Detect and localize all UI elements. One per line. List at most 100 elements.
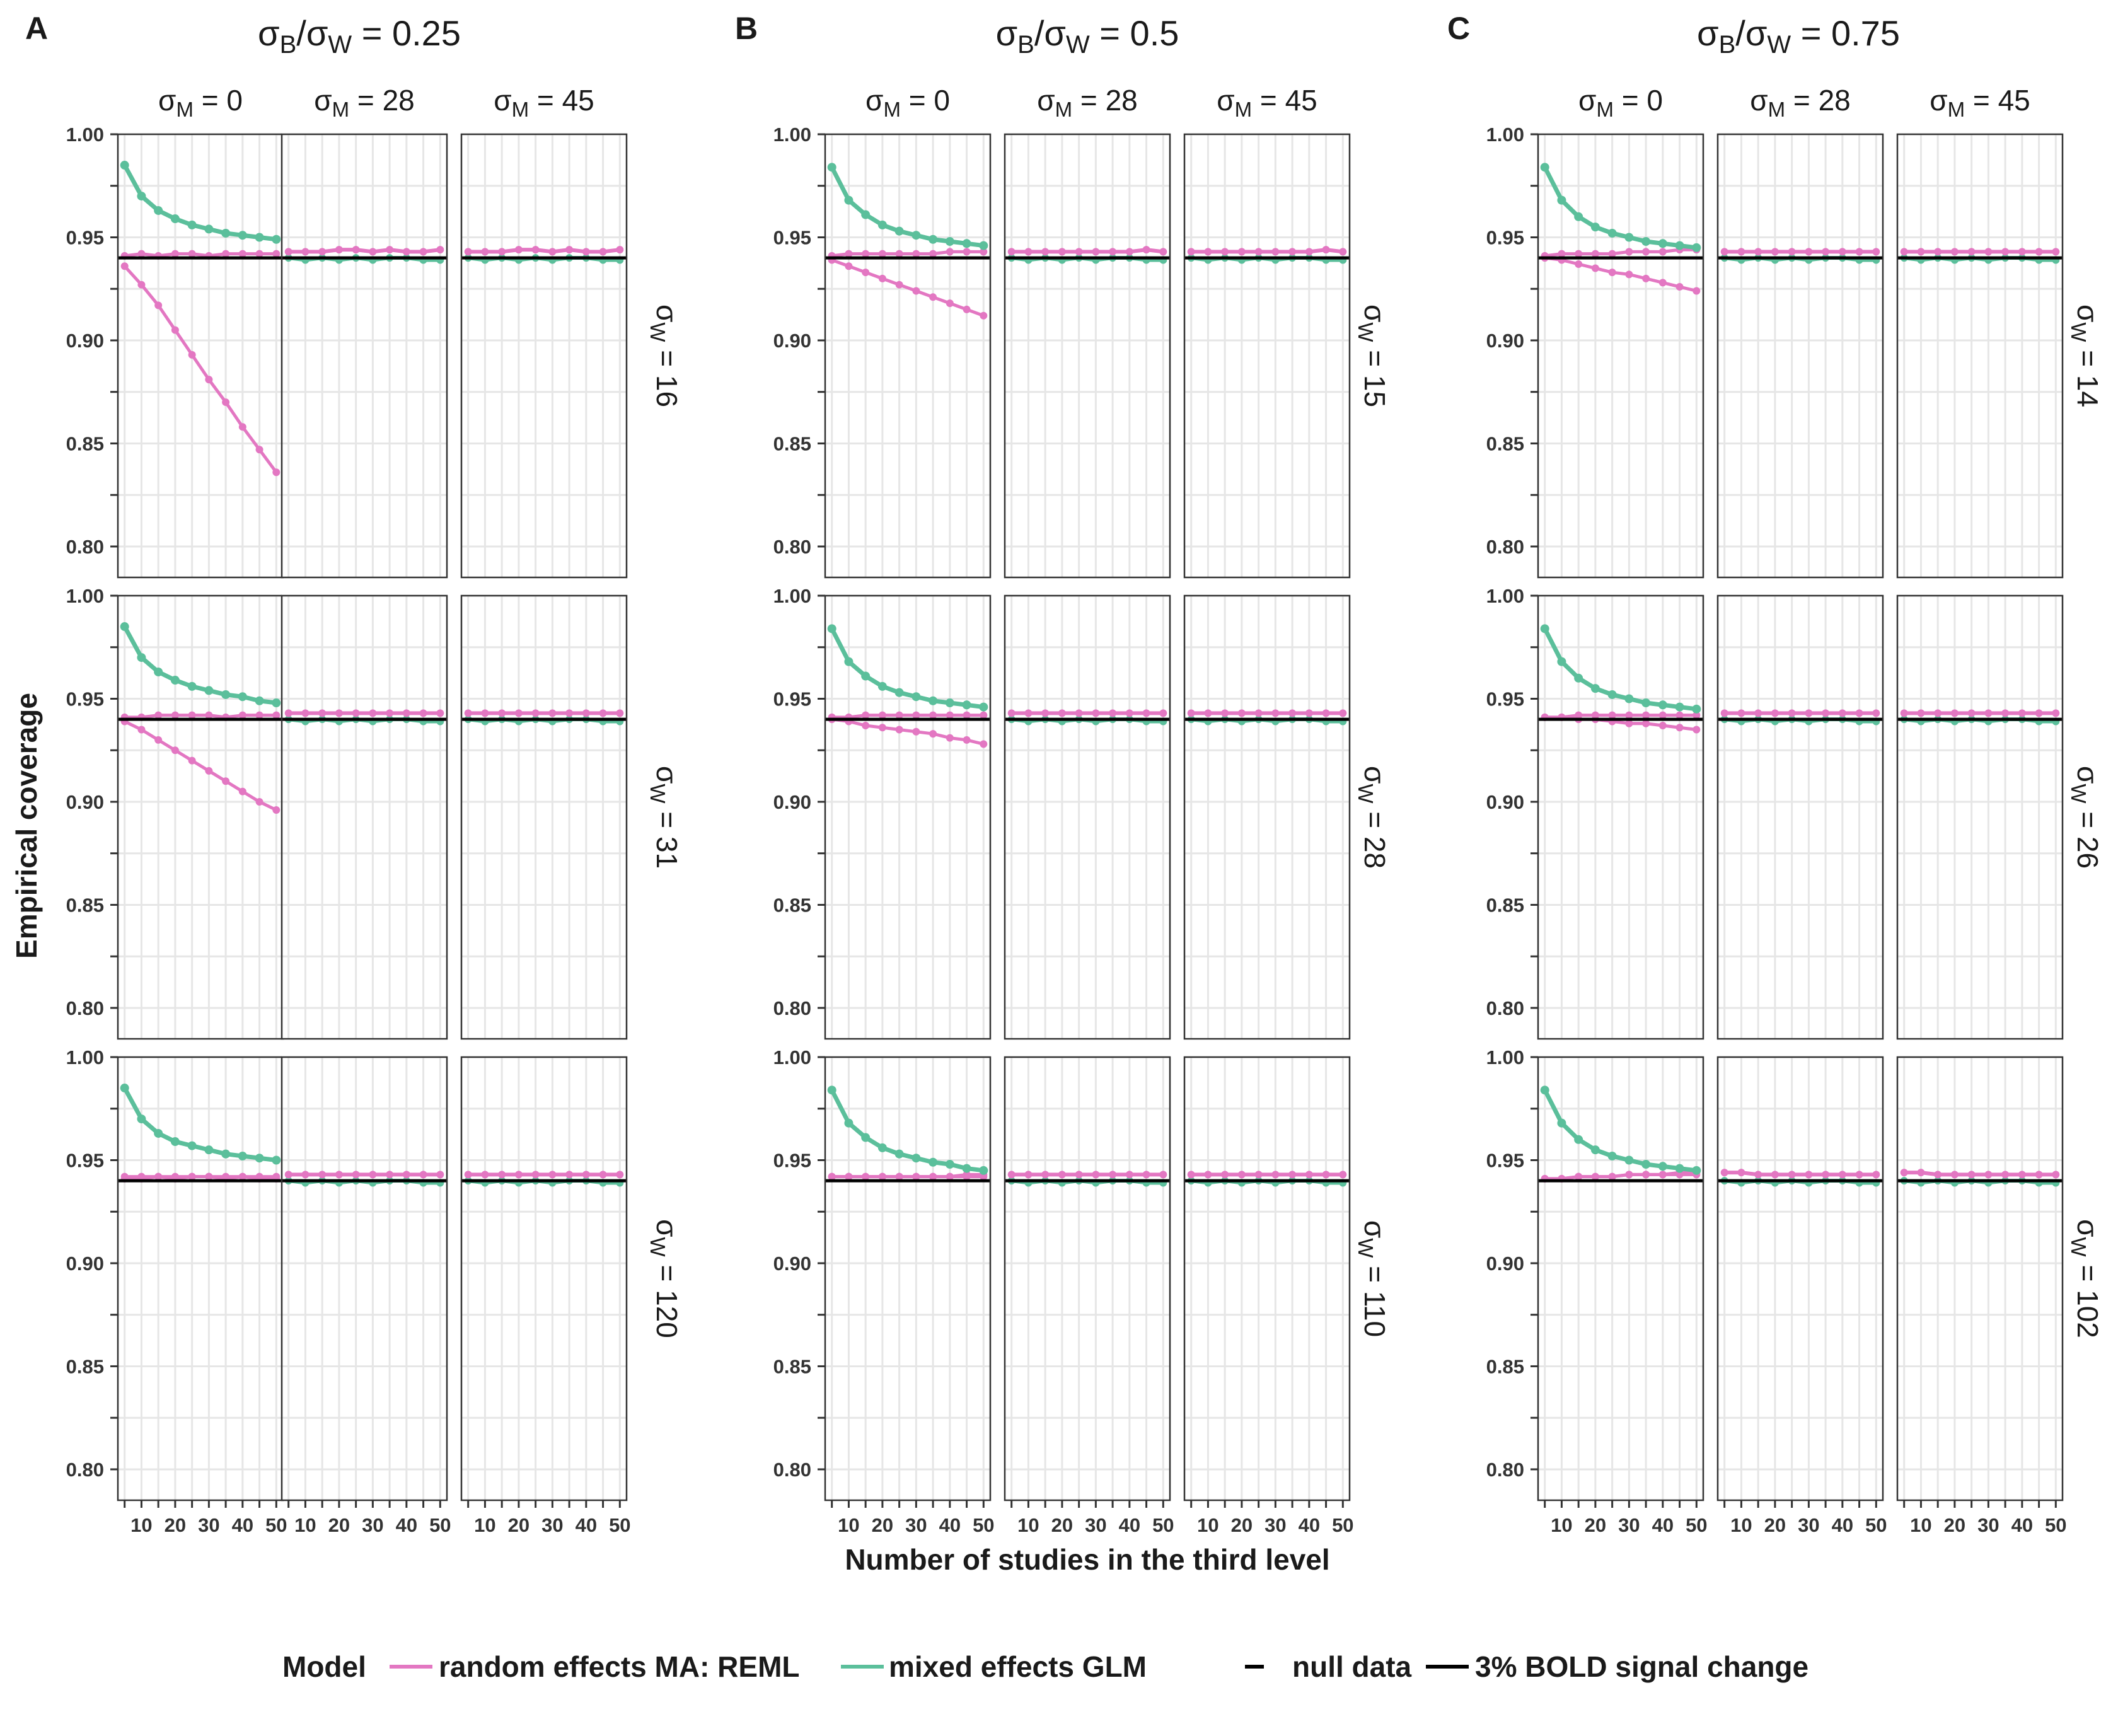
y-tick-label: 0.90 xyxy=(1486,330,1524,352)
reml-null-series-point xyxy=(1642,711,1650,719)
reml-series-point xyxy=(1288,709,1297,717)
glm-series-point xyxy=(945,698,954,708)
reml-series-point xyxy=(335,1171,343,1179)
reml-null-series-point xyxy=(171,250,179,258)
reml-series-point xyxy=(582,709,590,717)
reml-series-point xyxy=(1967,248,1976,256)
panel-background xyxy=(1005,134,1170,577)
reml-bold-series-point xyxy=(1608,269,1616,277)
reml-bold-series-point xyxy=(171,1172,179,1181)
reml-series-point xyxy=(1271,1171,1280,1179)
facet-panel xyxy=(1896,133,2064,579)
reml-series-point xyxy=(2035,1171,2043,1179)
reml-series-point xyxy=(1984,248,1993,256)
glm-series-point xyxy=(154,667,163,676)
reml-bold-series-point xyxy=(255,797,263,806)
reml-bold-series-point xyxy=(912,727,920,736)
row-strip-label: σW = 28 xyxy=(1354,766,1391,869)
glm-series-point xyxy=(1540,1085,1549,1095)
x-tick-label: 40 xyxy=(576,1514,597,1536)
glm-series-point xyxy=(1641,1160,1651,1169)
row-strip-label: σW = 14 xyxy=(2067,304,2104,407)
reml-null-series-point xyxy=(1693,711,1701,719)
reml-null-series-point xyxy=(272,711,281,719)
reml-bold-series-point xyxy=(238,423,246,431)
reml-series-point xyxy=(419,1171,427,1179)
panel-background xyxy=(1897,596,2063,1039)
reml-series-point xyxy=(1092,709,1100,717)
reml-series-point xyxy=(386,709,394,717)
reml-series-point xyxy=(352,246,360,254)
reml-series-point xyxy=(1872,248,1880,256)
reml-series-point xyxy=(599,1171,607,1179)
reml-bold-series-point xyxy=(154,1172,163,1181)
glm-series-point xyxy=(137,1114,146,1124)
reml-bold-series-point xyxy=(1693,726,1701,734)
reml-series-point xyxy=(1917,1169,1925,1177)
facet-panel xyxy=(1183,594,1351,1040)
y-tick-label: 0.95 xyxy=(1486,226,1524,248)
glm-series-point xyxy=(1540,163,1549,172)
reml-series-point xyxy=(402,1171,410,1179)
reml-null-series-point xyxy=(205,711,213,719)
reml-series-point xyxy=(548,248,557,256)
panel-letter: C xyxy=(1447,11,1470,46)
glm-series-point xyxy=(945,237,954,246)
glm-series-point xyxy=(877,1143,887,1152)
y-tick-label: 0.90 xyxy=(773,330,811,352)
y-tick-label: 0.95 xyxy=(1486,688,1524,710)
reml-series-point xyxy=(1024,248,1033,256)
panel-frame xyxy=(460,133,628,579)
column-strip-label: σM = 28 xyxy=(314,84,414,121)
x-tick-label: 30 xyxy=(1977,1514,1999,1536)
reml-series-point xyxy=(1187,1171,1195,1179)
reml-null-series-point xyxy=(1608,250,1616,258)
glm-series-point xyxy=(1692,1166,1701,1175)
facet-panel xyxy=(460,133,628,579)
reml-series-point xyxy=(1092,1171,1100,1179)
reml-null-series-line xyxy=(1543,248,1698,258)
y-tick-label: 0.80 xyxy=(1486,1459,1524,1481)
reml-bold-series-point xyxy=(1642,274,1650,282)
x-tick-label: 50 xyxy=(1686,1514,1707,1536)
facet-panel xyxy=(1183,133,1351,579)
panel-frame xyxy=(1716,1056,1884,1502)
reml-series-point xyxy=(565,1171,574,1179)
reml-series-point xyxy=(1142,246,1150,254)
reml-bold-series-point xyxy=(895,1172,903,1181)
reml-series-point xyxy=(402,248,410,256)
reml-null-series-point xyxy=(255,711,263,719)
reml-bold-series-point xyxy=(946,299,954,308)
glm-series-line xyxy=(830,626,986,710)
reml-bold-series-point xyxy=(828,1172,836,1181)
reml-series-point xyxy=(1339,248,1347,256)
reml-series-point xyxy=(1754,248,1762,256)
facet-panel: 10 20 30 40 50 xyxy=(1004,1056,1174,1536)
glm-series-point xyxy=(1675,702,1684,712)
reml-series-point xyxy=(1855,248,1863,256)
reml-series-point xyxy=(565,709,574,717)
panel-frame xyxy=(1537,133,1704,579)
reml-bold-series-point xyxy=(878,274,886,282)
reml-null-series-point xyxy=(912,711,920,719)
y-tick-label: 1.00 xyxy=(773,585,811,607)
y-tick-label: 0.95 xyxy=(66,226,104,248)
reml-series-point xyxy=(1305,709,1313,717)
reml-series-point xyxy=(335,709,343,717)
panel-background xyxy=(1538,1057,1703,1500)
facet-panel xyxy=(824,133,992,579)
panel-frame xyxy=(1537,594,1704,1040)
x-tick-label: 10 xyxy=(1910,1514,1931,1536)
reml-series-point xyxy=(565,246,574,254)
reml-null-series-line xyxy=(123,714,278,719)
glm-series-point xyxy=(929,1157,938,1167)
reml-series-point xyxy=(616,246,624,254)
glm-series-line xyxy=(1542,1087,1699,1173)
reml-bold-series-point xyxy=(205,376,213,384)
reml-null-series-point xyxy=(929,711,937,719)
reml-series-point xyxy=(2052,709,2060,717)
reml-series-point xyxy=(1237,248,1246,256)
glm-series-point xyxy=(962,1164,971,1173)
